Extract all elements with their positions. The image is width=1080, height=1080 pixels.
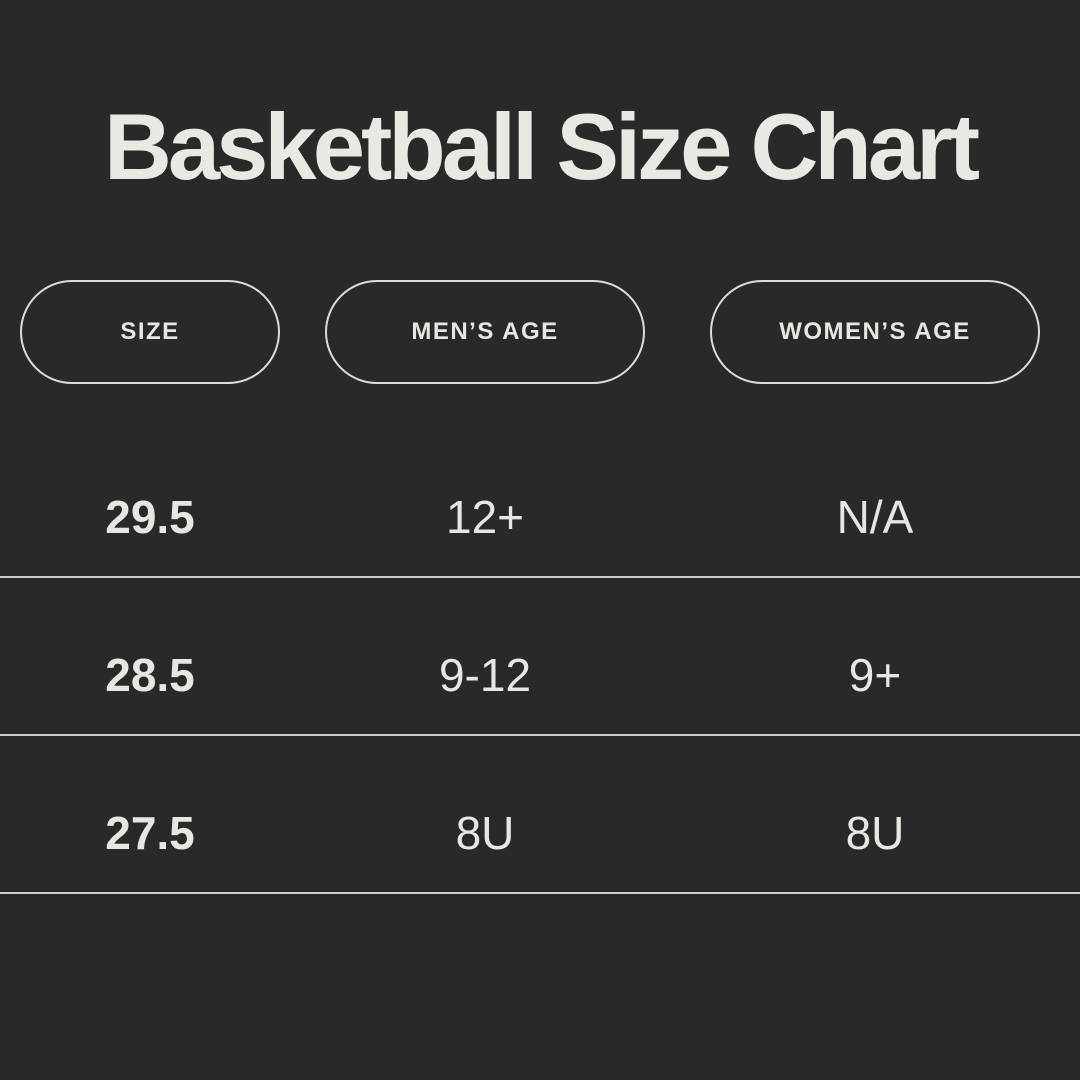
column-header-mens-age: MEN’S AGE (325, 280, 645, 384)
column-header-womens-age-label: WOMEN’S AGE (779, 318, 971, 345)
cell-womens-age: 8U (845, 807, 905, 859)
table-header: SIZE MEN’S AGE WOMEN’S AGE (0, 280, 1080, 384)
page-title: Basketball Size Chart (103, 94, 980, 199)
column-header-mens-age-label: MEN’S AGE (411, 318, 559, 345)
column-header-size-label: SIZE (120, 318, 180, 345)
column-header-size: SIZE (20, 280, 280, 384)
table-row-29-5: 29.5 12+ N/A (0, 420, 1080, 578)
cell-mens-age: 12+ (445, 491, 525, 543)
cell-womens-age: N/A (836, 491, 914, 543)
table-row-27-5: 27.5 8U 8U (0, 736, 1080, 894)
cell-size: 28.5 (105, 649, 195, 701)
cell-size: 29.5 (105, 491, 195, 543)
size-table: 29.5 12+ N/A 28.5 9-12 9+ 27.5 8U 8U (0, 420, 1080, 894)
cell-mens-age: 9-12 (438, 649, 532, 701)
cell-size: 27.5 (105, 807, 195, 859)
cell-mens-age: 8U (455, 807, 515, 859)
cell-womens-age: 9+ (848, 649, 902, 701)
table-row-28-5: 28.5 9-12 9+ (0, 578, 1080, 736)
column-header-womens-age: WOMEN’S AGE (710, 280, 1040, 384)
